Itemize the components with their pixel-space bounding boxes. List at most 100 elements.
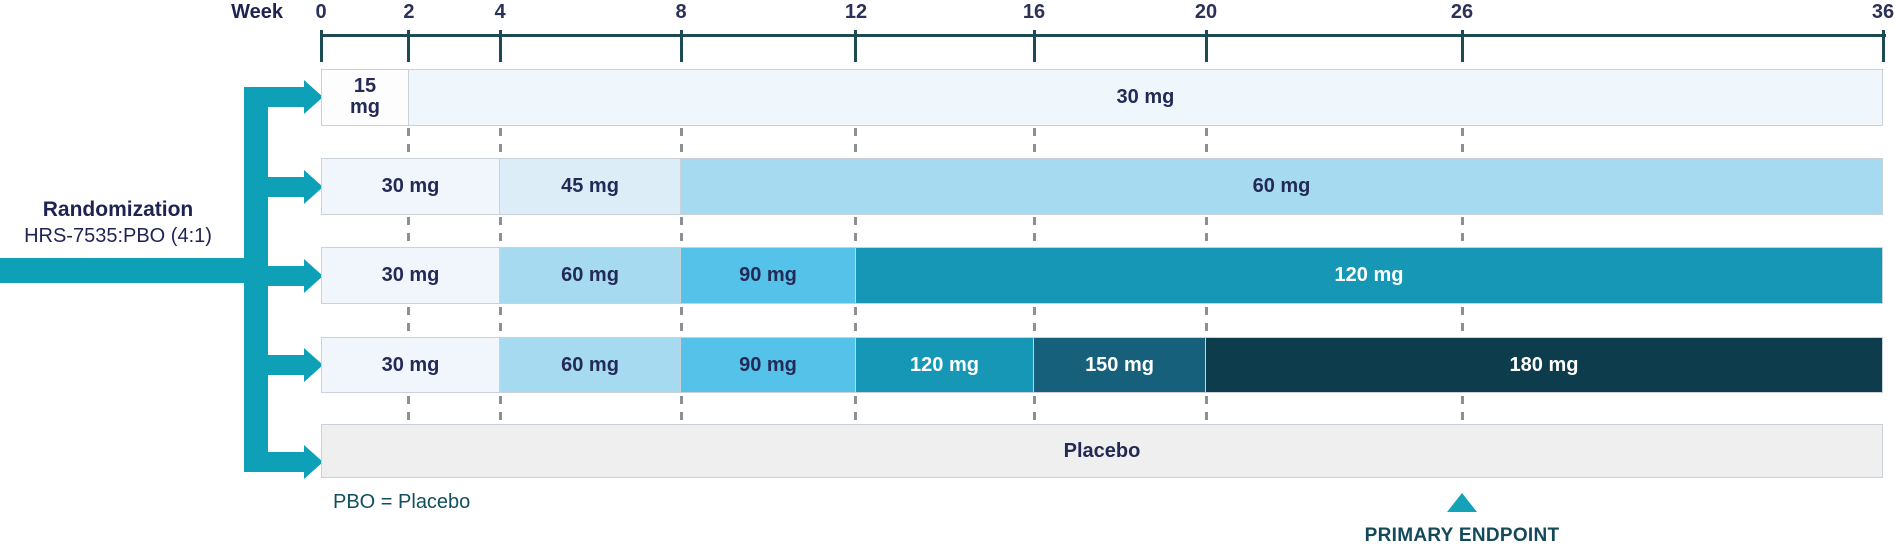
dose-segment-label: 60 mg	[561, 264, 619, 286]
arm-row-arm-4: 30 mg 60 mg 90 mg 120 mg 150 mg 180 mg	[321, 337, 1883, 393]
gridline-dash	[1032, 217, 1036, 245]
week-tick	[498, 30, 502, 62]
dose-segment-label: 180 mg	[1509, 353, 1579, 376]
week-tick	[407, 30, 411, 62]
dose-segment-label: 120 mg	[1334, 264, 1404, 286]
dose-segment-label: 150 mg	[1085, 353, 1154, 376]
week-tick	[679, 30, 683, 62]
dose-segment: 120 mg	[855, 337, 1035, 393]
gridline-dash	[498, 396, 502, 422]
gridline-dash	[1032, 306, 1036, 335]
dose-segment-label: 30 mg	[1116, 85, 1175, 108]
randomization-title: Randomization	[42, 198, 194, 221]
week-tick	[1881, 30, 1885, 62]
gridline-dash	[854, 396, 858, 422]
dose-segment: 15 mg	[321, 68, 409, 126]
gridline-dash	[854, 217, 858, 245]
dose-segment-label: 60 mg	[1252, 175, 1311, 197]
arrow-right-icon	[304, 348, 323, 382]
dose-segment: 60 mg	[681, 158, 1883, 215]
triangle-up-icon	[1447, 493, 1478, 512]
dose-segment-label: 30 mg	[381, 175, 440, 197]
dose-segment: 120 mg	[855, 247, 1883, 304]
dose-segment: 30 mg	[408, 68, 1883, 126]
primary-endpoint-label: PRIMARY ENDPOINT	[1364, 525, 1560, 546]
week-tick	[1204, 30, 1208, 62]
gridline-dash	[1460, 306, 1464, 335]
randomization-input-bar	[0, 258, 262, 283]
arrow-right-icon	[304, 80, 323, 114]
gridline-dash	[498, 306, 502, 335]
gridline-dash	[1204, 306, 1208, 335]
branch-arrow-shaft	[262, 452, 304, 472]
gridline-dash	[1460, 127, 1464, 157]
dose-segment-label: 90 mg	[739, 264, 797, 286]
branch-arrow-shaft	[262, 355, 304, 375]
gridline-dash	[407, 217, 411, 245]
randomization-label-block: Randomization HRS-7535:PBO (4:1)	[2, 196, 234, 249]
branch-arrow-shaft	[262, 87, 304, 107]
gridline-dash	[407, 306, 411, 335]
arm-row-arm-5: Placebo	[321, 424, 1883, 478]
gridline-dash	[498, 127, 502, 157]
branch-arrow-shaft	[262, 265, 304, 286]
branch-arrow-shaft	[262, 176, 304, 197]
dose-segment-label: 15 mg	[349, 75, 380, 118]
gridline-dash	[679, 127, 683, 157]
week-tick-label: 26	[1450, 1, 1474, 23]
dose-segment: 30 mg	[321, 247, 500, 304]
arrow-right-icon	[304, 169, 323, 204]
arm-row-arm-2: 30 mg 45 mg 60 mg	[321, 158, 1883, 215]
arm-row-arm-3: 30 mg 60 mg 90 mg 120 mg	[321, 247, 1883, 304]
gridline-dash	[407, 396, 411, 422]
gridline-dash	[854, 127, 858, 157]
dose-segment: 45 mg	[500, 158, 682, 215]
gridline-dash	[1460, 217, 1464, 245]
dose-segment-label: 120 mg	[910, 353, 979, 376]
week-tick-label: 8	[675, 1, 687, 23]
week-tick-label: 20	[1194, 1, 1218, 23]
week-tick-label: 4	[494, 1, 506, 23]
week-tick	[1032, 30, 1036, 62]
arm-row-arm-1: 15 mg 30 mg	[321, 68, 1883, 126]
week-tick	[1460, 30, 1464, 62]
gridline-dash	[1204, 396, 1208, 422]
arrow-right-icon	[304, 445, 323, 479]
axis-week-label: Week	[231, 1, 283, 23]
week-tick	[319, 30, 323, 62]
dose-segment-label: 30 mg	[381, 264, 440, 286]
dose-segment: 150 mg	[1034, 337, 1207, 393]
dose-segment: 60 mg	[500, 247, 682, 304]
dose-segment: 60 mg	[500, 337, 682, 393]
gridline-dash	[498, 217, 502, 245]
gridline-dash	[854, 306, 858, 335]
gridline-dash	[407, 127, 411, 157]
gridline-dash	[1204, 127, 1208, 157]
dose-segment-label: 60 mg	[561, 353, 619, 376]
dose-segment: 180 mg	[1206, 337, 1883, 393]
dose-segment-label: 45 mg	[561, 175, 619, 197]
week-tick-label: 0	[315, 1, 327, 23]
dose-segment: Placebo	[321, 424, 1883, 478]
dose-segment: 90 mg	[681, 247, 856, 304]
randomization-ratio: HRS-7535:PBO (4:1)	[24, 225, 212, 247]
footnote-abbreviation: PBO = Placebo	[333, 491, 471, 513]
gridline-dash	[1032, 127, 1036, 157]
timeline-axis-line	[321, 34, 1886, 37]
gridline-dash	[1460, 396, 1464, 422]
gridline-dash	[1032, 396, 1036, 422]
week-tick-label: 2	[403, 1, 415, 23]
dose-segment-label: 30 mg	[381, 353, 440, 376]
gridline-dash	[1204, 217, 1208, 245]
arrow-right-icon	[304, 258, 323, 293]
dose-segment: 90 mg	[681, 337, 856, 393]
gridline-dash	[679, 217, 683, 245]
dose-segment: 30 mg	[321, 337, 500, 393]
gridline-dash	[679, 396, 683, 422]
week-tick-label: 16	[1022, 1, 1046, 23]
week-tick-label: 12	[844, 1, 868, 23]
dose-segment: 30 mg	[321, 158, 500, 215]
dose-segment-label: Placebo	[1063, 439, 1141, 462]
gridline-dash	[679, 306, 683, 335]
